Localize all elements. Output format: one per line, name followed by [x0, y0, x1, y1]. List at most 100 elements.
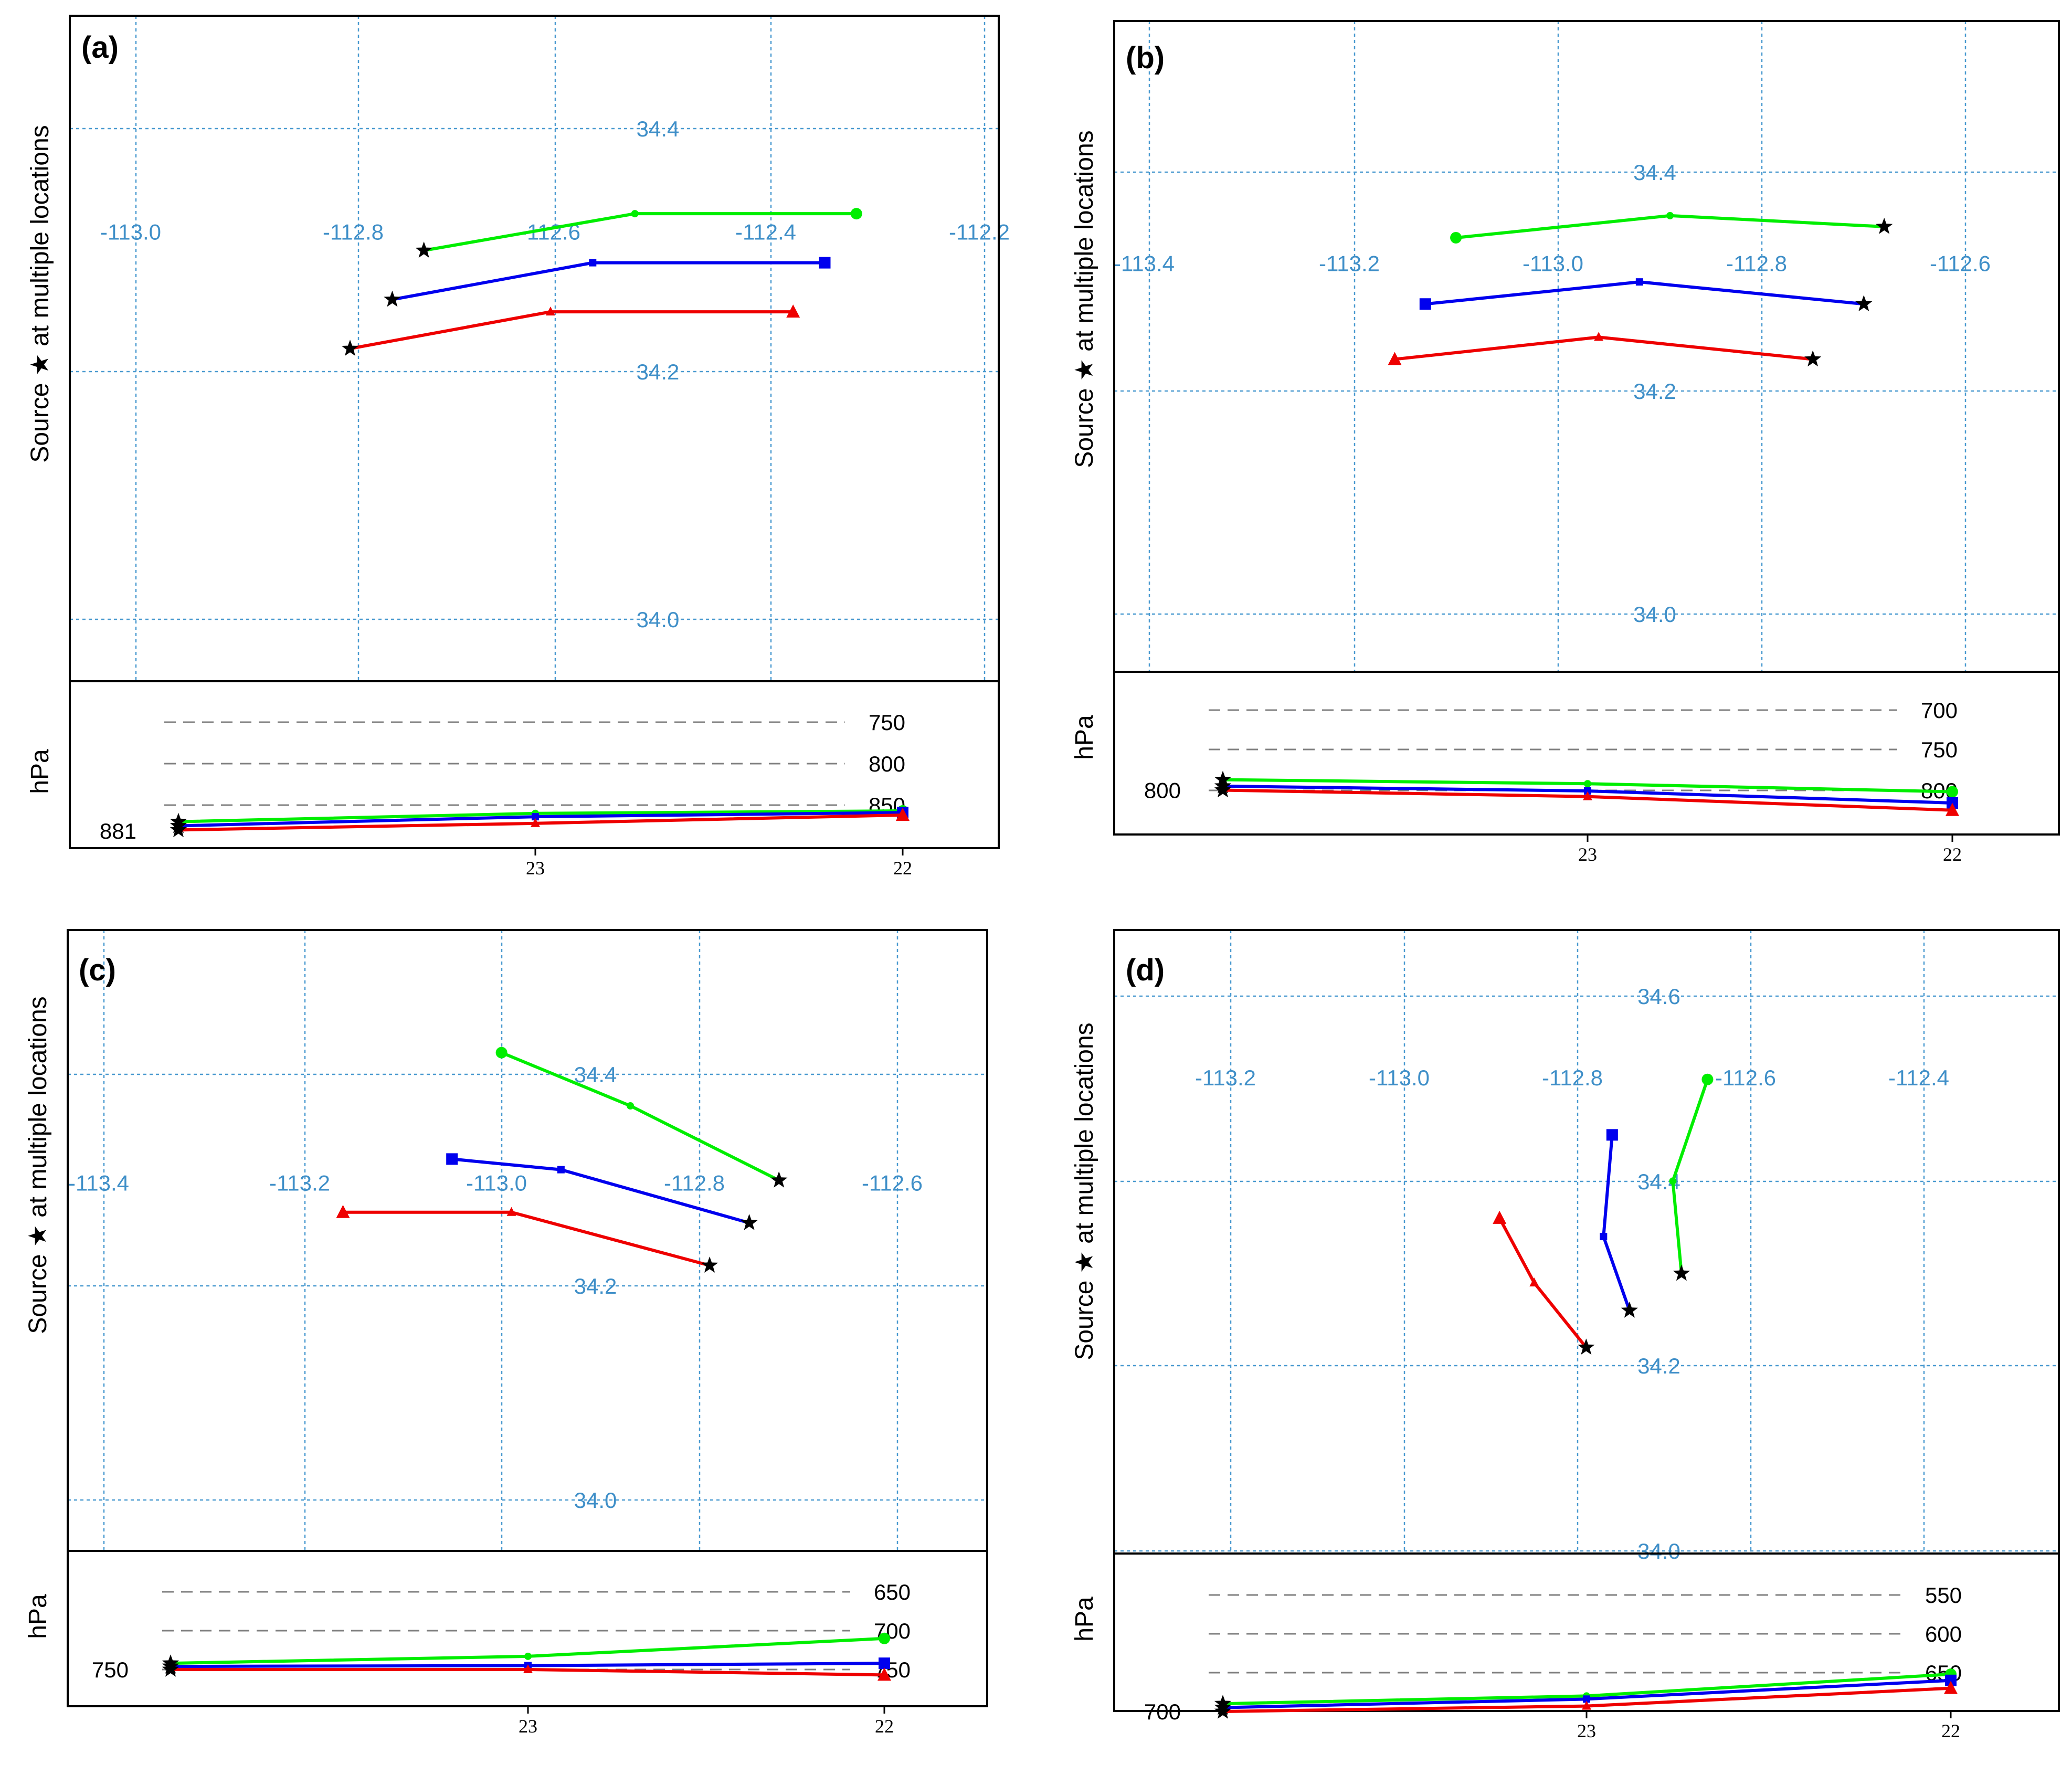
panel-label: (c) — [79, 953, 116, 987]
pressure-point-red — [896, 807, 910, 821]
trajectory-point-red — [336, 1205, 350, 1218]
trajectory-line-blue — [392, 261, 825, 301]
trajectory-point-green — [1669, 1177, 1677, 1185]
trajectory-point-blue — [1635, 278, 1643, 286]
pressure-point-red — [1946, 802, 1959, 816]
lon-tick-label: -113.4 — [68, 1171, 129, 1196]
pressure-frame — [1113, 671, 2060, 836]
pressure-point-green — [1584, 780, 1591, 788]
series-red — [1214, 1210, 1958, 1719]
panel-c: -113.4 -113.2 -113.0 -112.8 -112.6 34.4 34.2 34… — [24, 929, 988, 1737]
source-star-marker — [1578, 1338, 1595, 1355]
source-star-marker — [415, 241, 432, 258]
trajectory-point-green — [1450, 231, 1462, 244]
pressure-tick-label: 600 — [1925, 1622, 1962, 1646]
pressure-tick-label: 750 — [1921, 737, 1958, 762]
lon-tick-label: -112.8 — [323, 220, 384, 245]
pressure-point-blue — [879, 1657, 890, 1670]
trajectory-point-red — [786, 304, 800, 318]
source-star-marker — [1673, 1264, 1690, 1281]
time-tick-label: 22 — [1941, 1720, 1960, 1741]
lon-tick-label: -112.2 — [949, 220, 1010, 245]
time-tick-label: 23 — [1577, 1720, 1596, 1741]
series-green — [1214, 1073, 1957, 1711]
lon-tick-label: -112.6 — [862, 1171, 923, 1196]
pressure-point-red — [1944, 1681, 1958, 1694]
pressure-point-red — [878, 1667, 891, 1681]
pressure-point-red — [1582, 1700, 1591, 1710]
y-axis-label-map: Source ★ at multiple locations — [1071, 130, 1098, 468]
trajectory-point-red — [1594, 332, 1604, 341]
lat-tick-label: 34.2 — [1633, 379, 1676, 404]
map-frame — [69, 15, 1000, 682]
trajectory-point-green — [631, 210, 639, 218]
trajectory-point-blue — [557, 1166, 565, 1174]
pressure-point-green — [1947, 786, 1958, 798]
map-frame — [1113, 929, 2060, 1555]
source-pressure-label: 750 — [92, 1657, 129, 1682]
lon-tick-label: -113.0 — [466, 1171, 527, 1196]
map-frame — [1113, 20, 2060, 673]
lon-tick-label: -113.2 — [1195, 1065, 1256, 1090]
trajectory-point-blue — [446, 1153, 458, 1165]
y-axis-label-pressure: hPa — [26, 749, 54, 794]
source-star-marker — [162, 1661, 179, 1677]
pressure-frame — [69, 680, 1000, 849]
pressure-point-blue — [532, 813, 539, 821]
pressure-point-red — [531, 818, 540, 827]
trajectory-point-red — [1529, 1277, 1539, 1287]
trajectory-point-blue — [1606, 1129, 1618, 1141]
pressure-point-blue — [1945, 1674, 1957, 1686]
lat-tick-label: 34.0 — [574, 1488, 617, 1513]
y-axis-label-map: Source ★ at multiple locations — [26, 125, 54, 462]
panel-label: (d) — [1126, 953, 1165, 987]
trajectory-point-blue — [819, 257, 831, 269]
lat-tick-label: 34.0 — [1633, 602, 1676, 627]
pressure-tick-label: 650 — [874, 1580, 911, 1604]
source-star-marker — [170, 821, 187, 838]
time-tick-label: 22 — [1943, 844, 1962, 865]
y-axis-label-pressure: hPa — [1071, 1597, 1098, 1642]
time-tick-label: 23 — [526, 858, 545, 879]
series-blue — [1214, 278, 1958, 809]
lon-tick-label: -113.0 — [1523, 251, 1583, 276]
lon-tick-label: -113.4 — [1114, 251, 1175, 276]
panel-b: -113.4 -113.2 -113.0 -112.8 -112.6 34.4 34.2 34… — [1071, 20, 2060, 865]
trajectory-line-green — [501, 1051, 780, 1182]
trajectory-point-red — [1388, 352, 1402, 365]
series-green — [170, 208, 908, 829]
panel-label: (b) — [1126, 41, 1165, 75]
source-star-marker — [1855, 295, 1873, 311]
lat-tick-label: 34.2 — [1637, 1354, 1680, 1378]
lon-tick-label: -112.4 — [735, 220, 796, 245]
panel-label: (a) — [81, 30, 119, 65]
lon-tick-label: -112.6 — [1930, 251, 1991, 276]
trajectory-line-blue — [1602, 1135, 1631, 1311]
trajectory-line-red — [1394, 335, 1813, 361]
source-star-marker — [341, 340, 359, 356]
panel-d: -113.2 -113.0 -112.8 -112.6 -112.434.634.434… — [1071, 929, 2060, 1741]
series-red — [162, 1205, 891, 1681]
lon-tick-label: -112.8 — [1726, 251, 1787, 276]
series-blue — [170, 257, 908, 833]
trajectory-point-red — [506, 1207, 516, 1216]
pressure-point-green — [524, 1652, 532, 1660]
source-pressure-label: 700 — [1144, 1699, 1181, 1724]
time-tick-label: 23 — [1578, 844, 1597, 865]
lon-tick-label: -112.4 — [1888, 1065, 1949, 1090]
trajectory-point-blue — [1600, 1233, 1608, 1241]
pressure-tick-label: 800 — [869, 752, 905, 776]
pressure-point-blue — [1583, 1695, 1590, 1703]
series-red — [1214, 332, 1959, 816]
y-axis-label-pressure: hPa — [1071, 715, 1098, 760]
lon-tick-label: -113.0 — [1369, 1065, 1430, 1090]
source-star-marker — [1876, 217, 1893, 234]
lat-tick-label: 34.0 — [637, 607, 680, 632]
source-star-marker — [1804, 350, 1822, 367]
trajectory-point-blue — [1419, 298, 1431, 310]
source-star-marker — [384, 290, 401, 307]
pressure-tick-label: 550 — [1925, 1583, 1962, 1608]
lon-tick-label: -113.2 — [1319, 251, 1380, 276]
trajectory-point-green — [1666, 212, 1674, 219]
